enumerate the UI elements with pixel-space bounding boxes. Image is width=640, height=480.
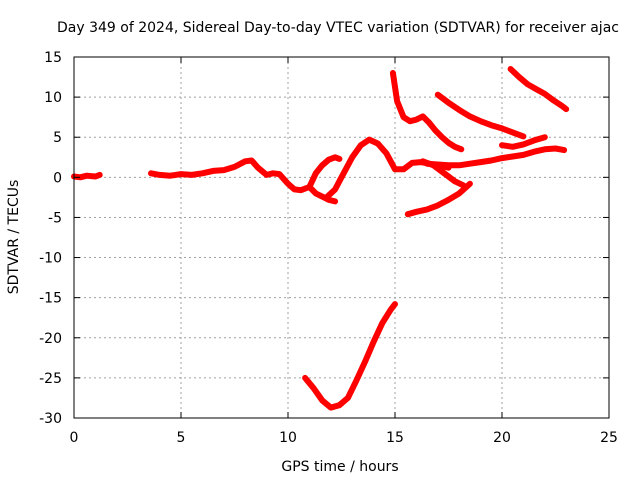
y-tick-label: 15 — [44, 50, 62, 66]
series-rise-arc — [306, 154, 343, 190]
series-loop-arc — [323, 136, 452, 201]
y-tick-label: 5 — [53, 130, 62, 146]
data-series — [71, 66, 570, 411]
grid — [74, 57, 609, 418]
y-tick-label: 0 — [53, 170, 62, 186]
plot-frame — [73, 56, 610, 419]
chart-title: Day 349 of 2024, Sidereal Day-to-day VTE… — [57, 20, 619, 36]
series-high-arc-a — [389, 70, 465, 153]
axis-ticks: 0 5 10 15 20 25 15 10 5 0 -5 -10 -15 -20 -25 -30 — [39, 50, 618, 446]
series-mid-arc — [499, 134, 548, 150]
y-axis-label: SDTVAR / TECUs — [6, 180, 22, 295]
y-tick-label: -30 — [39, 411, 62, 427]
y-tick-label: -20 — [39, 331, 62, 347]
y-tick-label: -10 — [39, 251, 62, 267]
x-tick-label: 10 — [279, 430, 297, 446]
y-tick-label: -25 — [39, 371, 62, 387]
series-baseline-tail — [424, 145, 568, 169]
series-high-arc-b — [434, 91, 527, 140]
x-tick-label: 25 — [600, 430, 618, 446]
y-tick-label: 10 — [44, 90, 62, 106]
x-tick-label: 0 — [70, 430, 79, 446]
x-tick-label: 20 — [493, 430, 511, 446]
x-tick-label: 15 — [386, 430, 404, 446]
y-tick-label: -15 — [39, 291, 62, 307]
series-main-arc — [148, 157, 339, 205]
series-high-arc-c — [507, 66, 570, 113]
series-deep-arc — [302, 301, 398, 411]
y-tick-label: -5 — [48, 210, 62, 226]
x-tick-label: 5 — [177, 430, 186, 446]
x-axis-label: GPS time / hours — [281, 459, 398, 475]
series-low-arc — [404, 180, 473, 218]
